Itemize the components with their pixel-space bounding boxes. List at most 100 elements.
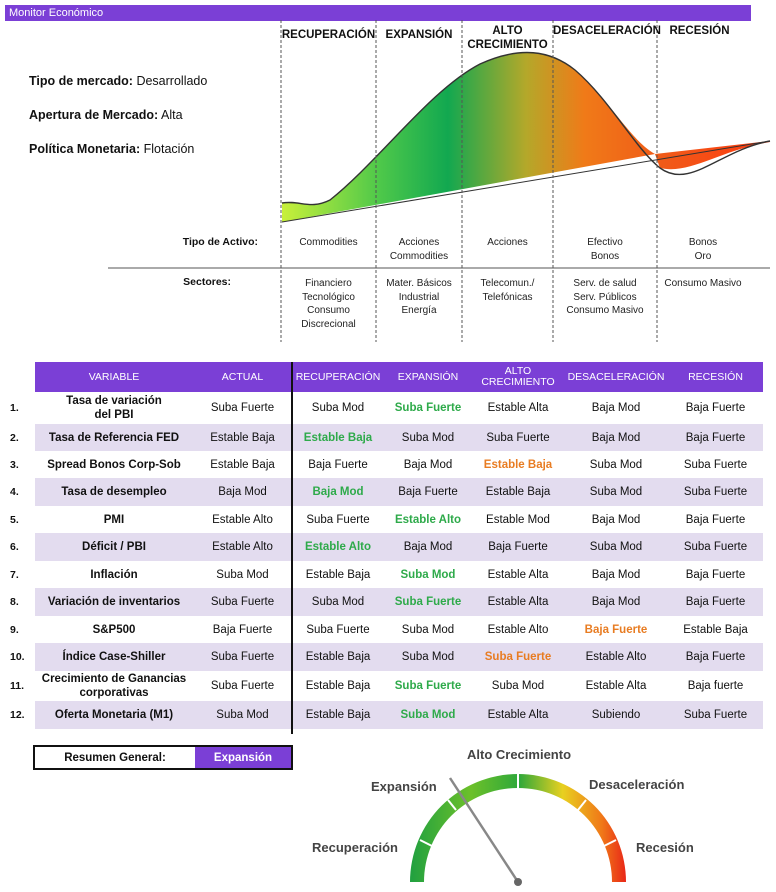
col-header-recuperacion: RECUPERACIÓN — [295, 370, 381, 383]
cell-rcs: Suba Fuerte — [683, 541, 748, 553]
table-header: VARIABLE ACTUAL RECUPERACIÓN EXPANSIÓN A… — [35, 362, 763, 392]
sector-item: Consumo — [307, 305, 350, 316]
cell-actual: Estable Alto — [212, 541, 273, 553]
cell-alto: Estable Alta — [487, 596, 549, 608]
sector-item: Financiero — [305, 278, 352, 289]
phase-header-alto-line1: ALTO — [492, 25, 523, 37]
cell-desa: Baja Mod — [591, 431, 641, 444]
cell-actual: Suba Fuerte — [210, 680, 275, 692]
cell-rec: Baja Fuerte — [308, 458, 368, 471]
cell-exp: Suba Mod — [401, 431, 455, 444]
monetary-policy-label: Política Monetaria: — [29, 142, 141, 156]
phase-header-desaceleracion: DESACELERACIÓN — [553, 25, 661, 37]
variable-name-line: corporativas — [79, 687, 149, 699]
sector-item: Telefónicas — [482, 291, 533, 303]
cell-exp: Suba Mod — [401, 651, 455, 663]
table-row: 2. Tasa de Referencia FED Estable Baja Esta… — [0, 424, 776, 451]
summary-box: Resumen General: Expansión — [33, 745, 293, 770]
gauge-label-recuperacion: Recuperación — [312, 840, 398, 855]
sector-item: Energía — [401, 305, 437, 316]
sector-item: Discrecional — [301, 318, 356, 330]
sectors-recuperacion: Financiero Tecnológico Consumo Discrecio… — [281, 277, 376, 331]
cell-rcs: Baja Fuerte — [685, 402, 746, 414]
variable-name-line: S&P500 — [92, 623, 136, 636]
cell-alto: Estable Baja — [483, 458, 553, 471]
col-header-alto-crecimiento: ALTO CRECIMIENTO — [472, 362, 564, 392]
cell-rec: Estable Alto — [304, 541, 372, 553]
gauge-tick — [447, 799, 457, 811]
cell-desa: Suba Mod — [589, 458, 643, 471]
col-header-recesion: RECESIÓN — [688, 370, 743, 383]
variable-name: Déficit / PBI — [35, 533, 193, 561]
cell-rcs: Baja Fuerte — [685, 431, 746, 444]
cell-rcs: Suba Fuerte — [683, 486, 748, 498]
market-type-info: Tipo de mercado: Desarrollado — [29, 74, 207, 88]
table-row-background — [35, 701, 763, 729]
variable-name: Tasa de variación del PBI — [35, 392, 193, 424]
cell-exp: Suba Fuerte — [394, 596, 462, 608]
phase-header-recuperacion: RECUPERACIÓN — [281, 29, 376, 41]
cell-exp: Suba Mod — [400, 709, 456, 721]
asset-recuperacion: Commodities — [281, 236, 376, 250]
table-row: 12. Oferta Monetaria (M1) Suba Mod Estable … — [0, 701, 776, 729]
cell-rcs: Suba Fuerte — [683, 709, 748, 721]
sector-item: Mater. Básicos — [386, 278, 452, 289]
phase-header-recesion: RECESIÓN — [669, 25, 730, 37]
cell-actual: Baja Mod — [218, 486, 267, 498]
gauge-needle-pivot — [514, 878, 522, 886]
cell-actual: Suba Mod — [216, 568, 269, 581]
cycle-wave-fill — [282, 52, 770, 222]
cell-alto: Estable Alta — [487, 402, 549, 414]
table-row: 4. Tasa de desempleo Baja Mod Baja Mod Baja … — [0, 478, 776, 506]
cell-alto: Baja Fuerte — [488, 541, 548, 553]
summary-label: Resumen General: — [64, 751, 166, 764]
cell-desa: Suba Mod — [589, 541, 643, 553]
row-number: 1. — [10, 402, 19, 414]
gauge-needle — [448, 777, 520, 883]
cell-rec: Suba Fuerte — [306, 513, 370, 526]
sector-item: Industrial — [398, 291, 440, 303]
row-number: 12. — [10, 709, 25, 721]
economic-cycle-diagram — [108, 20, 771, 342]
variable-name: Spread Bonos Corp-Sob — [35, 451, 193, 478]
sector-item: Telecomun./ — [480, 278, 535, 289]
summary-value: Expansión — [195, 747, 291, 768]
cell-alto: Suba Mod — [491, 680, 545, 692]
cycle-wave-line — [281, 51, 771, 206]
variable-name: S&P500 — [35, 616, 193, 643]
sector-item: Consumo Masivo — [566, 305, 644, 316]
gauge-label-expansion: Expansión — [371, 779, 437, 794]
cell-rec: Estable Baja — [303, 431, 373, 444]
col-header-variable: VARIABLE — [88, 370, 140, 383]
variable-name: Crecimiento de Ganancias corporativas — [35, 671, 193, 701]
table-row: 8. Variación de inventarios Suba Fuerte Sub… — [0, 588, 776, 616]
row-number: 2. — [10, 431, 19, 444]
variable-name: Tasa de desempleo — [35, 478, 193, 506]
variable-name-line: del PBI — [94, 409, 134, 421]
variable-name-line: Spread Bonos Corp-Sob — [47, 458, 181, 471]
cell-desa: Baja Mod — [591, 568, 641, 581]
gauge-label-alto-crecimiento: Alto Crecimiento — [467, 747, 572, 762]
phase-header-alto-line2: CRECIMIENTO — [467, 39, 548, 51]
variable-name-line: Variación de inventarios — [47, 596, 181, 608]
cell-rcs: Baja Fuerte — [685, 513, 746, 526]
cell-exp: Baja Mod — [403, 541, 453, 553]
cell-actual: Suba Fuerte — [210, 651, 275, 663]
market-type-label: Tipo de mercado: — [29, 74, 133, 88]
cell-rec: Estable Baja — [305, 680, 371, 692]
cell-desa: Baja Mod — [591, 402, 641, 414]
variable-name-line: Oferta Monetaria (M1) — [54, 709, 174, 721]
asset-expansion-line: Acciones — [398, 237, 440, 248]
market-type-value: Desarrollado — [136, 74, 208, 88]
sectors-expansion: Mater. Básicos Industrial Energía — [376, 277, 462, 318]
asset-expansion: Acciones Commodities — [376, 236, 462, 263]
cell-actual: Estable Alto — [212, 513, 273, 526]
asset-expansion-line: Commodities — [389, 250, 449, 262]
row-number: 11. — [10, 680, 25, 692]
gauge-tick — [577, 799, 587, 811]
variable-name: Índice Case-Shiller — [35, 643, 193, 671]
gauge-label-recesion: Recesión — [636, 840, 694, 855]
cell-rcs: Suba Fuerte — [683, 458, 748, 471]
cell-desa: Estable Alto — [585, 651, 647, 663]
